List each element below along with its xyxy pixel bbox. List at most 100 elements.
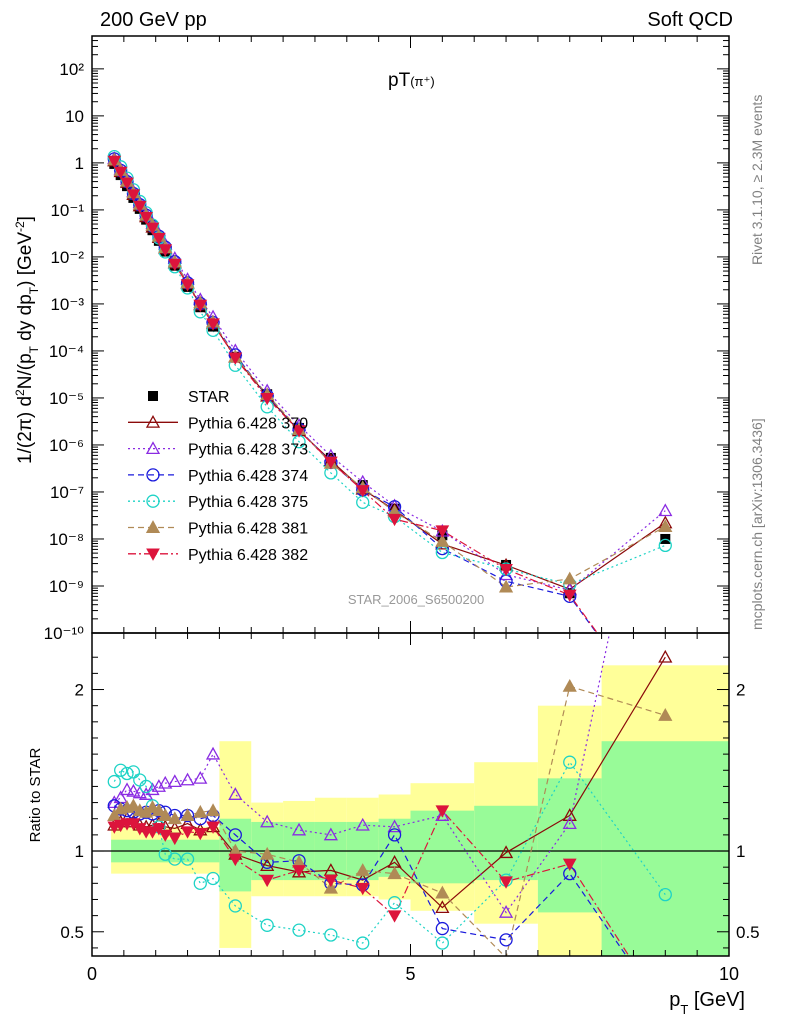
legend-marker: [145, 441, 161, 455]
data-point: [499, 563, 513, 577]
data-point: [387, 513, 402, 527]
ratio-point: [180, 826, 195, 839]
ratio-point: [167, 774, 182, 788]
ratio-point: [562, 808, 577, 821]
ratio-point: [323, 880, 338, 894]
data-point: [356, 495, 370, 509]
series-line-ratio-2: [113, 633, 611, 914]
series-markers-main-3: [107, 152, 577, 603]
ratio-point: [119, 782, 135, 796]
y-tick-label: 10⁻²: [50, 248, 84, 267]
ratio-point: [435, 936, 450, 950]
ratio-point: [139, 779, 153, 794]
ratio-point: [658, 708, 673, 721]
data-point: [292, 425, 306, 438]
legend-entry: Pythia 6.428 373: [128, 441, 308, 459]
ratio-point: [260, 918, 274, 932]
series-markers-ratio-6: [107, 805, 577, 923]
data-point: [167, 258, 182, 272]
main-frame: [91, 35, 730, 634]
mcplots-label: mcplots.cern.ch [arXiv:1306.3436]: [749, 418, 765, 630]
legend-entry: Pythia 6.428 381: [128, 520, 308, 538]
legend-entry: Pythia 6.428 382: [128, 547, 308, 564]
ratio-point: [562, 816, 577, 830]
data-point: [132, 200, 147, 214]
ratio-point: [498, 905, 514, 918]
ratio-point: [145, 782, 160, 796]
ratio-point: [193, 771, 208, 784]
data-point: [355, 485, 370, 498]
legend-entry: Pythia 6.428 374: [128, 468, 308, 485]
main-ylabel: 1/(2π) d2N/(pT dy dpT) [GeV-2]: [13, 216, 41, 464]
band-green: [601, 741, 729, 956]
y-tick-label: 10⁻¹⁰: [44, 624, 85, 643]
data-point: [206, 318, 220, 331]
legend-marker: [146, 468, 160, 482]
ratio-point: [658, 649, 673, 663]
legend-label: Pythia 6.428 382: [188, 547, 308, 564]
ratio-y-tick-label-right: 2: [736, 681, 745, 700]
ratio-point: [126, 765, 141, 779]
legend-entry: Pythia 6.428 375: [128, 494, 308, 511]
y-tick-label: 10²: [59, 60, 84, 79]
band-green: [474, 805, 538, 881]
legend-label: STAR: [188, 389, 229, 406]
ratio-point: [658, 887, 672, 902]
ratio-point: [167, 832, 182, 846]
legend-marker: [145, 520, 161, 533]
y-tick-label: 10⁻⁵: [49, 389, 84, 408]
ratio-point: [151, 803, 166, 817]
data-point: [658, 503, 673, 517]
data-point: [193, 299, 208, 313]
ratio-point: [387, 819, 402, 833]
ratio-point: [126, 798, 141, 812]
legend-label: Pythia 6.428 381: [188, 521, 308, 538]
ratio-point: [260, 814, 275, 828]
x-tick-label: 5: [405, 964, 415, 984]
series-line-main-5: [113, 159, 666, 588]
legend-marker: [146, 494, 160, 508]
ratio-point: [193, 827, 208, 841]
ratio-point: [499, 933, 513, 947]
ratio-point: [260, 846, 275, 860]
ratio-point: [151, 779, 166, 792]
ratio-y-tick-label: 1: [75, 842, 84, 861]
ratio-point: [292, 865, 306, 878]
ratio-point: [114, 763, 128, 777]
ratio-point: [387, 866, 402, 880]
data-point: [152, 232, 166, 246]
data-point: [562, 589, 577, 603]
x-axis-label: pT [GeV]: [669, 989, 745, 1017]
ratio-point: [562, 858, 577, 871]
data-point: [658, 519, 673, 532]
data-point: [145, 222, 160, 235]
legend-entry: STAR: [148, 389, 229, 406]
header-left: 200 GeV pp: [100, 9, 207, 31]
ratio-point: [435, 808, 450, 821]
band-green: [537, 778, 602, 913]
data-point: [107, 155, 122, 169]
axis-ticks: 0 5 10 10⁻¹⁰ 10⁻⁹ 10⁻⁸ 10⁻⁷ 10⁻⁶ 10⁻⁵ 10⁻⁴ 10⁻³ 10⁻…: [44, 35, 760, 984]
legend-marker: [146, 548, 160, 561]
ratio-point: [152, 823, 166, 836]
data-point: [260, 392, 275, 406]
ratio-point: [228, 853, 243, 867]
ratio-point: [168, 852, 182, 866]
series-markers-ratio-5: [107, 678, 673, 899]
watermark: STAR_2006_S6500200: [348, 592, 484, 607]
ratio-point: [260, 874, 275, 888]
ratio-y-tick-label: 0.5: [60, 923, 84, 942]
data-point: [324, 456, 338, 469]
ratio-point: [158, 829, 173, 842]
series-markers-ratio-4: [107, 755, 672, 950]
ratio-point: [145, 826, 160, 839]
ratio-point: [498, 845, 514, 859]
legend: STAR Pythia 6.428 370 Pythia 6.428 373 Pyth…: [128, 389, 308, 564]
y-tick-label: 1: [75, 154, 84, 173]
ratio-point: [167, 811, 182, 825]
series-line-main-3: [113, 158, 598, 633]
ratio-point: [435, 805, 450, 818]
ratio-point: [180, 772, 195, 786]
ratio-point: [563, 755, 577, 769]
ratio-point: [228, 787, 243, 800]
